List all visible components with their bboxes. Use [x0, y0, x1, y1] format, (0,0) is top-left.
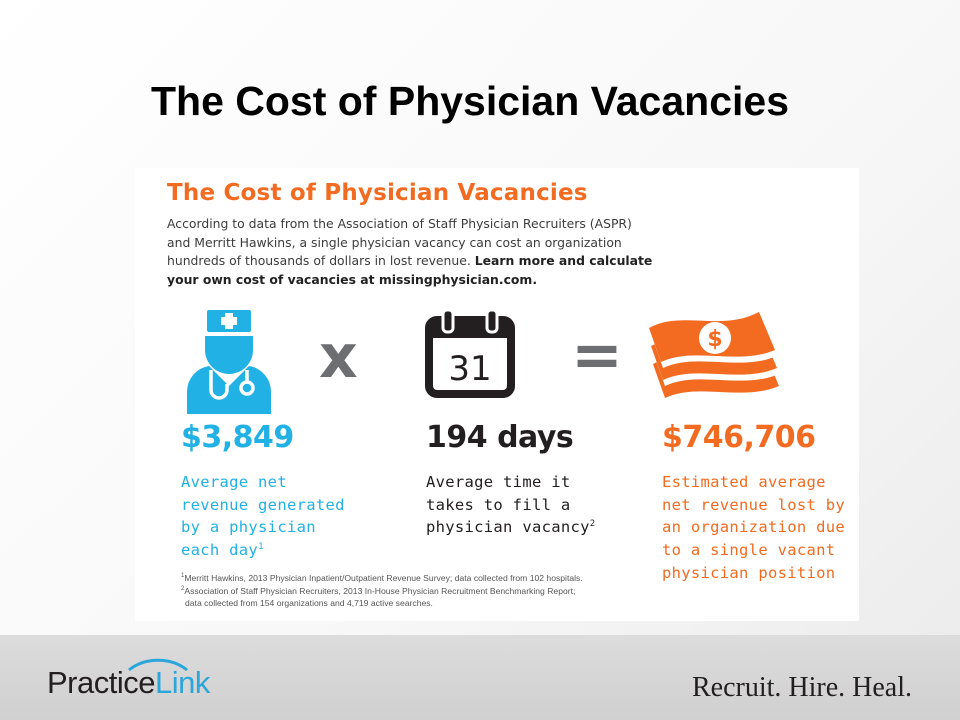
infographic-card: The Cost of Physician Vacancies Accordin…: [135, 168, 859, 621]
footnotes: 1Merritt Hawkins, 2013 Physician Inpatie…: [181, 571, 781, 610]
svg-text:$: $: [707, 327, 722, 352]
practicelink-logo: PracticeLink: [47, 658, 210, 705]
slide-title: The Cost of Physician Vacancies: [150, 78, 790, 124]
infographic-heading: The Cost of Physician Vacancies: [167, 180, 588, 206]
money-stack-icon: $: [649, 312, 779, 398]
stat-days-to-fill-desc: Average time it takes to fill a physicia…: [426, 473, 596, 537]
calendar-day: 31: [448, 349, 491, 389]
intro-text: According to data from the Association o…: [167, 216, 632, 268]
footer-bar: PracticeLink Recruit. Hire. Heal.: [0, 635, 960, 720]
logo-link-text: Link: [154, 665, 210, 700]
infographic-intro: According to data from the Association o…: [167, 215, 657, 289]
stat-revenue-lost-desc: Estimated average net revenue lost by an…: [662, 473, 846, 582]
stat-revenue-lost: $746,706: [662, 420, 816, 455]
doctor-icon: [186, 310, 272, 414]
stat-days-to-fill: 194 days: [426, 420, 574, 455]
stat-daily-revenue: $3,849: [181, 420, 294, 455]
calendar-icon: 31: [425, 308, 515, 398]
footnote: data collected from 154 organizations an…: [185, 597, 433, 608]
footnote: 1Merritt Hawkins, 2013 Physician Inpatie…: [181, 572, 583, 583]
multiply-sign: x: [319, 322, 358, 392]
logo-arc-icon: [128, 658, 188, 671]
tagline: Recruit. Hire. Heal.: [691, 672, 912, 703]
footnote: 2Association of Staff Physician Recruite…: [181, 586, 576, 597]
equals-sign: =: [571, 318, 623, 391]
intro-cta: Learn more and calculate your own cost o…: [167, 253, 653, 287]
logo-practice-text: Practice: [47, 665, 155, 700]
stat-daily-revenue-desc: Average net revenue generated by a physi…: [181, 473, 345, 560]
